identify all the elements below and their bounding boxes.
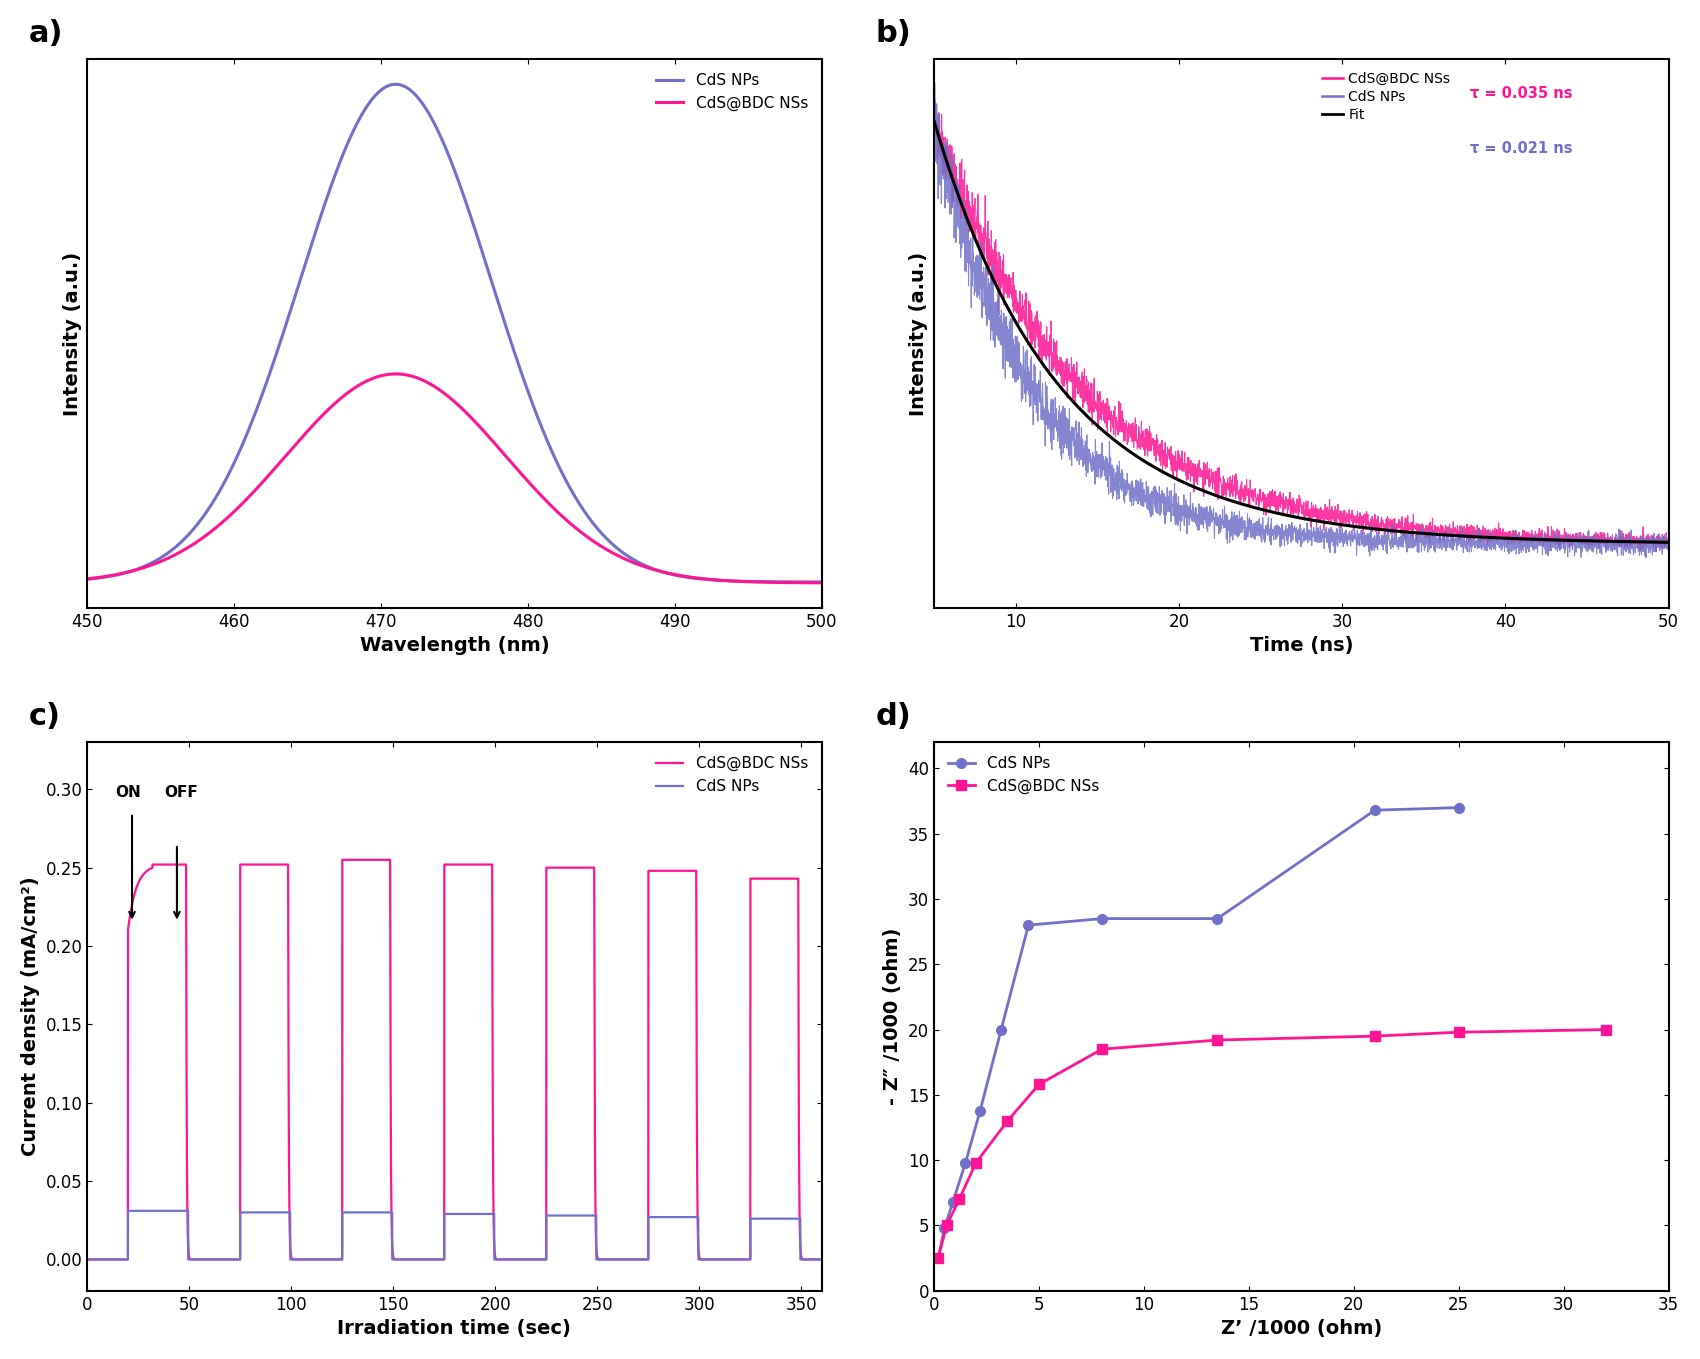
CdS NPs <box>110 1252 131 1268</box>
Legend: CdS NPs, CdS@BDC NSs: CdS NPs, CdS@BDC NSs <box>649 67 814 117</box>
Legend: CdS@BDC NSs, CdS NPs: CdS@BDC NSs, CdS NPs <box>649 750 814 800</box>
CdS NPs <box>76 571 97 587</box>
X-axis label: Time (ns): Time (ns) <box>1250 636 1353 655</box>
CdS@BDC NSs <box>949 1192 969 1208</box>
CdS NPs <box>651 563 672 579</box>
CdS@BDC NSs <box>663 567 683 583</box>
CdS@BDC NSs <box>1448 1025 1469 1041</box>
X-axis label: Z’ /1000 (ohm): Z’ /1000 (ohm) <box>1221 1320 1382 1339</box>
Line: CdS@BDC NSs: CdS@BDC NSs <box>87 374 821 583</box>
X-axis label: Wavelength (nm): Wavelength (nm) <box>360 636 549 655</box>
CdS@BDC NSs <box>1207 1031 1227 1048</box>
CdS@BDC NSs <box>743 871 763 887</box>
CdS NPs <box>117 1203 138 1219</box>
Legend: CdS NPs, CdS@BDC NSs: CdS NPs, CdS@BDC NSs <box>942 750 1107 800</box>
Y-axis label: - Z″ /1000 (ohm): - Z″ /1000 (ohm) <box>884 928 903 1105</box>
CdS NPs <box>935 1220 955 1237</box>
CdS NPs <box>663 567 683 583</box>
CdS@BDC NSs <box>811 1252 831 1268</box>
Line: CdS@BDC NSs: CdS@BDC NSs <box>933 1025 1610 1263</box>
CdS NPs <box>571 1207 592 1223</box>
CdS NPs <box>76 1252 97 1268</box>
Y-axis label: Intensity (a.u.): Intensity (a.u.) <box>910 251 928 416</box>
Line: CdS NPs: CdS NPs <box>87 84 821 582</box>
CdS NPs <box>1448 799 1469 815</box>
CdS NPs <box>944 1193 964 1210</box>
CdS NPs <box>1091 911 1112 927</box>
CdS NPs <box>581 514 602 530</box>
CdS@BDC NSs <box>386 366 406 382</box>
CdS@BDC NSs <box>581 533 602 549</box>
CdS@BDC NSs <box>966 1155 986 1171</box>
CdS NPs <box>386 76 406 92</box>
Line: CdS NPs: CdS NPs <box>933 803 1464 1263</box>
CdS NPs <box>928 1250 949 1267</box>
CdS NPs <box>743 1211 763 1227</box>
CdS@BDC NSs <box>571 859 592 875</box>
Text: ON: ON <box>116 786 141 800</box>
CdS@BDC NSs <box>1365 1027 1386 1044</box>
CdS@BDC NSs <box>558 859 578 875</box>
Text: c): c) <box>29 703 61 731</box>
Y-axis label: Intensity (a.u.): Intensity (a.u.) <box>63 251 82 416</box>
CdS@BDC NSs <box>1091 1041 1112 1057</box>
CdS@BDC NSs <box>651 563 672 579</box>
CdS NPs <box>1207 911 1227 927</box>
CdS@BDC NSs <box>937 1218 957 1234</box>
Y-axis label: Current density (mA/cm²): Current density (mA/cm²) <box>20 877 39 1157</box>
CdS NPs <box>151 549 172 565</box>
CdS NPs <box>401 83 422 99</box>
CdS@BDC NSs <box>998 1113 1018 1129</box>
CdS@BDC NSs <box>76 1252 97 1268</box>
Text: b): b) <box>876 19 911 49</box>
CdS NPs <box>991 1022 1011 1038</box>
Text: d): d) <box>876 703 911 731</box>
CdS@BDC NSs <box>1595 1022 1615 1038</box>
CdS NPs <box>558 1207 578 1223</box>
CdS NPs <box>955 1155 976 1171</box>
CdS@BDC NSs <box>1028 1076 1049 1093</box>
Legend: CdS@BDC NSs, CdS NPs, Fit: CdS@BDC NSs, CdS NPs, Fit <box>1316 67 1455 128</box>
CdS NPs <box>155 1203 175 1219</box>
Line: CdS@BDC NSs: CdS@BDC NSs <box>87 860 821 1260</box>
CdS NPs <box>1018 917 1039 934</box>
CdS@BDC NSs <box>811 575 831 591</box>
CdS@BDC NSs <box>138 863 158 879</box>
CdS@BDC NSs <box>76 571 97 587</box>
Text: a): a) <box>29 19 63 49</box>
CdS NPs <box>374 80 394 96</box>
CdS NPs <box>811 1252 831 1268</box>
CdS NPs <box>971 1102 991 1118</box>
CdS NPs <box>811 573 831 590</box>
CdS NPs <box>138 1203 158 1219</box>
Text: τ = 0.021 ns: τ = 0.021 ns <box>1470 140 1572 155</box>
CdS@BDC NSs <box>401 368 422 385</box>
CdS@BDC NSs <box>155 856 175 872</box>
Text: OFF: OFF <box>165 786 199 800</box>
CdS@BDC NSs <box>332 852 352 868</box>
CdS@BDC NSs <box>151 553 172 569</box>
CdS@BDC NSs <box>110 1252 131 1268</box>
Text: τ = 0.035 ns: τ = 0.035 ns <box>1470 86 1572 101</box>
CdS@BDC NSs <box>374 367 394 383</box>
CdS NPs <box>1365 802 1386 818</box>
X-axis label: Irradiation time (sec): Irradiation time (sec) <box>338 1320 571 1339</box>
CdS@BDC NSs <box>928 1250 949 1267</box>
Line: CdS NPs: CdS NPs <box>87 1211 821 1260</box>
